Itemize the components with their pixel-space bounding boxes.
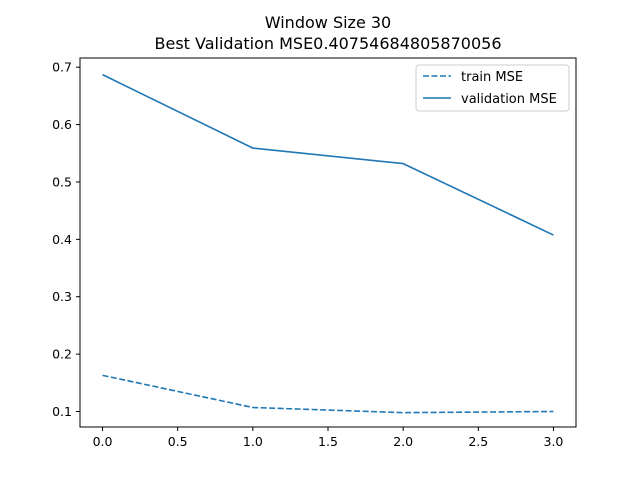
legend: train MSE validation MSE [415, 64, 570, 112]
y-tick-label: 0.6 [52, 117, 72, 132]
x-tick-label: 1.0 [243, 434, 263, 449]
chart-title: Window Size 30 [265, 13, 391, 32]
legend-box [415, 64, 570, 112]
y-axis-ticks: 0.1 0.2 0.3 0.4 0.5 0.6 0.7 [52, 60, 80, 419]
series-line-validation-mse [102, 73, 554, 236]
legend-label-train-mse: train MSE [461, 70, 523, 85]
x-tick-label: 0.0 [93, 434, 113, 449]
y-tick-label: 0.3 [52, 289, 72, 304]
x-tick-label: 1.5 [318, 434, 338, 449]
legend-label-validation-mse: validation MSE [461, 92, 557, 107]
series-layer [102, 73, 554, 414]
y-tick-label: 0.2 [52, 347, 72, 362]
y-tick-label: 0.7 [52, 60, 72, 75]
y-tick-label: 0.4 [52, 232, 72, 247]
x-tick-label: 3.0 [544, 434, 564, 449]
y-tick-label: 0.1 [52, 404, 72, 419]
plot-area-frame [79, 57, 577, 428]
series-line-train-mse [102, 374, 554, 414]
chart-subtitle: Best Validation MSE0.40754684805870056 [155, 34, 502, 53]
x-tick-label: 2.5 [468, 434, 488, 449]
x-tick-label: 2.0 [393, 434, 413, 449]
x-axis-ticks: 0.0 0.5 1.0 1.5 2.0 2.5 3.0 [93, 427, 564, 449]
y-tick-label: 0.5 [52, 174, 72, 189]
x-tick-label: 0.5 [168, 434, 188, 449]
